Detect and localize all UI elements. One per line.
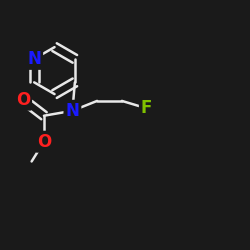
Text: O: O xyxy=(37,133,51,151)
Text: O: O xyxy=(16,91,30,109)
Text: F: F xyxy=(141,99,152,117)
Text: N: N xyxy=(27,50,41,68)
Text: N: N xyxy=(66,102,79,120)
